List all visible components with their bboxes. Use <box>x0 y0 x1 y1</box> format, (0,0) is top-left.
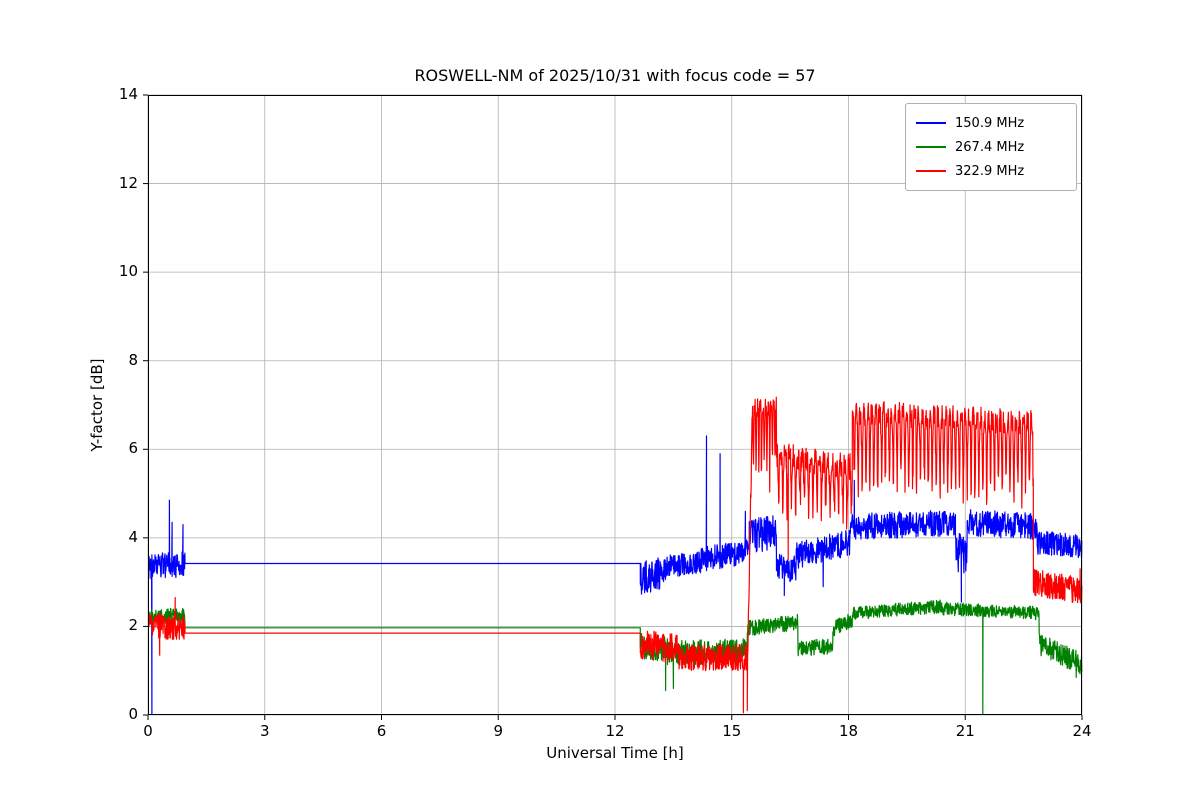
x-tick-label: 21 <box>955 722 975 740</box>
legend-line-swatch-red <box>916 170 946 172</box>
series-line-150-9-mhz <box>148 435 1083 715</box>
legend-item: 150.9 MHz <box>916 111 1066 135</box>
y-tick-label: 8 <box>128 350 138 369</box>
legend-item: 267.4 MHz <box>916 135 1066 159</box>
legend: 150.9 MHz 267.4 MHz 322.9 MHz <box>905 103 1077 191</box>
plot-area <box>143 94 1083 720</box>
x-tick-label: 9 <box>493 722 504 740</box>
legend-label: 150.9 MHz <box>955 115 1025 131</box>
y-tick-label: 0 <box>128 705 138 723</box>
legend-label: 322.9 MHz <box>955 163 1025 179</box>
x-tick-label: 3 <box>259 722 270 740</box>
x-tick-label: 12 <box>605 722 625 740</box>
y-tick-label: 10 <box>118 262 138 281</box>
legend-line-swatch-green <box>916 146 946 148</box>
y-tick-label: 6 <box>128 439 138 458</box>
legend-item: 322.9 MHz <box>916 159 1066 183</box>
y-tick-label: 4 <box>128 527 138 546</box>
y-tick-label: 12 <box>118 173 138 192</box>
y-tick-label: 14 <box>118 85 138 103</box>
x-tick-label: 15 <box>722 722 742 740</box>
legend-label: 267.4 MHz <box>955 139 1025 155</box>
legend-line-swatch-blue <box>916 122 946 124</box>
x-tick-label: 0 <box>143 722 153 740</box>
y-tick-label: 2 <box>128 616 138 635</box>
y-axis-label: Y-factor [dB] <box>88 358 106 452</box>
x-axis-label: Universal Time [h] <box>546 744 684 762</box>
axes-border <box>148 95 1082 715</box>
x-tick-label: 18 <box>838 722 859 740</box>
series-line-322-9-mhz <box>148 396 1083 714</box>
x-tick-label: 6 <box>376 722 387 740</box>
x-tick-label: 24 <box>1072 722 1092 740</box>
chart-title: ROSWELL-NM of 2025/10/31 with focus code… <box>414 66 816 85</box>
